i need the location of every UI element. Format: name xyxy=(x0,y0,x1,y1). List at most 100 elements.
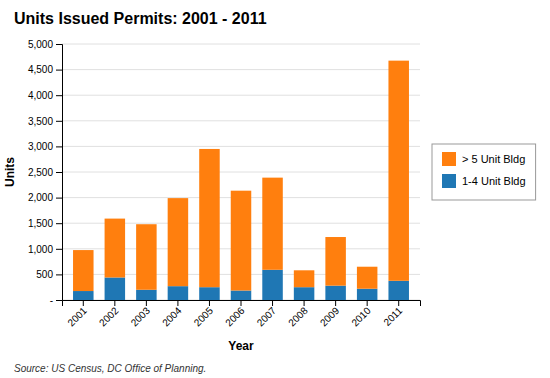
bar xyxy=(199,149,220,287)
y-tick-mark xyxy=(56,146,62,147)
x-tick-label: 2002 xyxy=(97,305,121,329)
y-tick-label: 4,000 xyxy=(28,90,53,101)
bar xyxy=(325,237,346,286)
x-tick: 2009 xyxy=(318,300,342,328)
bar xyxy=(388,281,409,300)
x-tick-mark xyxy=(177,300,178,306)
x-tick-mark xyxy=(83,300,84,306)
y-tick: 5,000 xyxy=(28,39,62,50)
bar xyxy=(388,61,409,281)
y-tick: 3,500 xyxy=(28,116,62,127)
y-tick-label: 1,500 xyxy=(28,218,53,229)
grid-line xyxy=(62,44,420,45)
x-tick: 2004 xyxy=(160,300,184,328)
y-tick: 500 xyxy=(36,269,62,280)
y-tick-mark xyxy=(56,95,62,96)
y-tick-mark xyxy=(56,300,62,301)
chart-svg: 2001 2002 2003 2004 2005 2006 2007 2008 2009 2010… xyxy=(0,0,550,378)
x-tick: 2010 xyxy=(349,300,373,328)
x-tick: 2007 xyxy=(255,300,279,328)
bar xyxy=(325,286,346,300)
x-tick-mark xyxy=(209,300,210,306)
x-tick-label: 2007 xyxy=(255,305,279,329)
bar xyxy=(199,287,220,300)
bar xyxy=(231,191,252,291)
x-tick-mark xyxy=(114,300,115,306)
x-tick-label: 2006 xyxy=(223,305,247,329)
y-tick: 4,000 xyxy=(28,90,62,101)
y-tick-label: 1,000 xyxy=(28,244,53,255)
x-tick: 2003 xyxy=(129,300,153,328)
y-axis: - 500 1,000 1,500 2,000 2,500 3,000 3,500 4,000 4… xyxy=(28,39,63,306)
title: Units Issued Permits: 2001 - 2011 xyxy=(14,10,267,27)
x-tick-label: 2001 xyxy=(65,305,89,329)
legend-item: > 5 Unit Bldg xyxy=(442,152,525,166)
x-tick-mark xyxy=(146,300,147,306)
grid xyxy=(62,44,420,300)
bar xyxy=(262,178,283,270)
legend-swatch xyxy=(442,174,456,188)
plot-area: 2001 2002 2003 2004 2005 2006 2007 2008 2009 2010… xyxy=(3,39,421,353)
y-tick-mark xyxy=(56,172,62,173)
bar xyxy=(357,289,378,300)
bar xyxy=(168,198,189,286)
y-axis-label: Units xyxy=(3,157,17,187)
x-tick: 2011 xyxy=(381,300,404,328)
y-tick-label: 500 xyxy=(36,269,53,280)
y-tick-label: 3,500 xyxy=(28,116,53,127)
y-tick-label: - xyxy=(50,295,53,306)
bar xyxy=(105,219,126,278)
y-tick-mark xyxy=(56,121,62,122)
x-tick-label: 2003 xyxy=(129,305,153,329)
bar xyxy=(168,286,189,300)
y-tick-label: 2,500 xyxy=(28,167,53,178)
legend-label: 1-4 Unit Bldg xyxy=(462,175,526,187)
x-tick-mark xyxy=(272,300,273,306)
bar-series xyxy=(73,61,409,291)
y-tick: 4,500 xyxy=(28,64,62,75)
y-tick: 1,000 xyxy=(28,244,62,255)
legend-box xyxy=(432,144,536,200)
bar xyxy=(357,267,378,289)
x-tick-mark xyxy=(398,300,399,306)
y-tick-mark xyxy=(56,223,62,224)
x-tick-mark xyxy=(335,300,336,306)
x-tick-mark xyxy=(304,300,305,306)
x-tick-label: 2011 xyxy=(381,305,404,328)
x-tick-label: 2010 xyxy=(349,305,373,329)
bar xyxy=(136,224,157,290)
y-tick-mark xyxy=(56,44,62,45)
y-tick-mark xyxy=(56,70,62,71)
x-tick-label: 2008 xyxy=(286,305,310,329)
y-tick: - xyxy=(50,295,62,306)
x-tick-label: 2009 xyxy=(318,305,342,329)
x-tick: 2005 xyxy=(192,300,216,328)
legend-swatch xyxy=(442,152,456,166)
bar xyxy=(262,270,283,300)
bar xyxy=(73,250,94,291)
x-tick-mark xyxy=(241,300,242,306)
y-tick-label: 4,500 xyxy=(28,64,53,75)
source-note: Source: US Census, DC Office of Planning… xyxy=(14,363,206,374)
bars xyxy=(73,61,409,300)
x-tick-label: 2004 xyxy=(160,305,184,329)
x-tick: 2001 xyxy=(65,300,89,328)
y-tick-mark xyxy=(56,249,62,250)
y-tick: 3,000 xyxy=(28,141,62,152)
x-axis-label: Year xyxy=(228,339,254,353)
bar xyxy=(73,291,94,300)
y-tick-label: 5,000 xyxy=(28,39,53,50)
y-tick-label: 3,000 xyxy=(28,141,53,152)
y-tick-label: 2,000 xyxy=(28,192,53,203)
x-tick: 2002 xyxy=(97,300,121,328)
legend-item: 1-4 Unit Bldg xyxy=(442,174,526,188)
chart-container: 2001 2002 2003 2004 2005 2006 2007 2008 2009 2010… xyxy=(0,0,550,378)
grid-line xyxy=(62,172,420,173)
bar xyxy=(294,287,315,300)
bar xyxy=(105,277,126,300)
grid-line xyxy=(62,120,420,121)
axis-line xyxy=(56,45,63,301)
y-tick-mark xyxy=(56,274,62,275)
grid-line xyxy=(62,95,420,96)
legend: > 5 Unit Bldg 1-4 Unit Bldg xyxy=(432,144,536,200)
